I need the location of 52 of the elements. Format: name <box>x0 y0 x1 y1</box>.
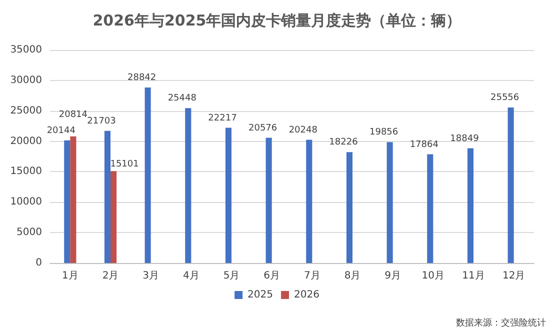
data-label: 28842 <box>127 72 156 83</box>
x-tick-label: 10月 <box>422 270 445 282</box>
x-tick-label: 5月 <box>223 270 240 282</box>
bar <box>144 87 151 263</box>
data-label: 18849 <box>450 134 480 144</box>
x-tick-label: 2月 <box>102 270 119 282</box>
x-tick-label: 9月 <box>384 270 402 282</box>
data-label: 25448 <box>168 94 197 104</box>
x-tick-label: 7月 <box>304 270 320 282</box>
y-tick-label: 5000 <box>16 227 42 238</box>
bar <box>64 140 70 263</box>
bar <box>185 108 192 263</box>
bar <box>110 171 117 263</box>
x-tick-label: 1月 <box>62 270 78 282</box>
bar <box>70 136 76 263</box>
data-label: 20814 <box>58 110 88 120</box>
bar <box>266 138 272 263</box>
x-tick-label: 12月 <box>502 270 526 282</box>
bar <box>306 140 312 263</box>
data-label: 20144 <box>46 126 76 136</box>
y-tick-label: 30000 <box>10 74 42 86</box>
data-label: 17864 <box>410 140 439 150</box>
bar <box>225 128 232 263</box>
bar <box>104 130 110 263</box>
bar <box>467 148 474 263</box>
bar <box>346 152 352 263</box>
x-tick-label: 11月 <box>462 270 485 282</box>
source-note: 数据来源：交强险统计 <box>456 318 546 328</box>
x-tick-label: 6月 <box>264 270 280 282</box>
data-label: 21703 <box>87 116 116 126</box>
y-tick-label: 25000 <box>10 105 42 116</box>
data-label: 20248 <box>288 125 318 136</box>
x-tick-label: 8月 <box>344 270 361 282</box>
y-tick-label: 20000 <box>10 136 42 147</box>
bar <box>508 107 514 263</box>
data-label: 22217 <box>208 113 237 124</box>
bar <box>427 154 434 263</box>
data-label: 15101 <box>110 160 139 170</box>
y-tick-label: 15000 <box>10 166 42 178</box>
data-label: 20576 <box>248 123 278 134</box>
x-tick-label: 4月 <box>182 270 200 282</box>
legend-label: 2026 <box>294 290 320 300</box>
y-tick-label: 10000 <box>10 196 42 208</box>
x-tick-label: 3月 <box>142 270 160 282</box>
y-tick-label: 35000 <box>10 44 42 56</box>
chart-title: 2026年与2025年国内皮卡销量月度走势（单位：辆） <box>92 12 462 30</box>
y-tick-label: 0 <box>36 258 42 268</box>
legend-label: 2025 <box>248 290 274 300</box>
data-label: 25556 <box>490 92 520 103</box>
data-label: 19856 <box>369 128 398 138</box>
bar <box>386 142 393 263</box>
data-label: 18226 <box>329 138 358 148</box>
